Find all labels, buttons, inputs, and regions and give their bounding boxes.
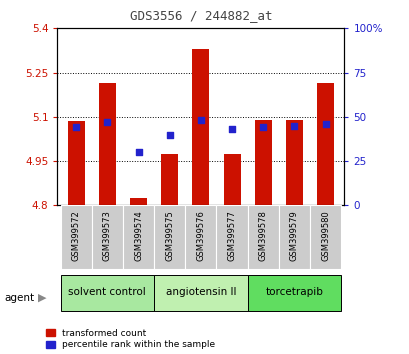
Bar [67,121,85,205]
Bar [247,205,278,269]
Bar [154,275,247,311]
Text: agent: agent [4,293,34,303]
Bar [154,205,185,269]
Bar [123,205,154,269]
Bar [99,83,116,205]
Text: solvent control: solvent control [68,287,146,297]
Text: ▶: ▶ [38,293,46,303]
Text: torcetrapib: torcetrapib [265,287,323,297]
Bar [185,205,216,269]
Point [166,132,173,137]
Point [197,118,204,123]
Bar [192,49,209,205]
Bar [61,205,92,269]
Text: GSM399573: GSM399573 [103,211,112,261]
Text: GSM399576: GSM399576 [196,211,205,261]
Text: GDS3556 / 244882_at: GDS3556 / 244882_at [129,9,272,22]
Text: GSM399575: GSM399575 [165,211,174,261]
Bar [61,275,154,311]
Bar [161,154,178,205]
Bar [309,205,340,269]
Bar [223,154,240,205]
Point [259,125,266,130]
Bar [92,205,123,269]
Point [104,119,110,125]
Text: GSM399574: GSM399574 [134,211,143,261]
Bar [216,205,247,269]
Text: GSM399580: GSM399580 [320,211,329,261]
Text: GSM399572: GSM399572 [72,211,81,261]
Point [228,126,235,132]
Bar [285,120,302,205]
Point [135,149,142,155]
Point [73,125,79,130]
Text: GSM399577: GSM399577 [227,211,236,261]
Text: GSM399579: GSM399579 [289,211,298,261]
Bar [278,205,309,269]
Text: angiotensin II: angiotensin II [165,287,236,297]
Bar [247,275,340,311]
Legend: transformed count, percentile rank within the sample: transformed count, percentile rank withi… [45,329,214,349]
Bar [316,83,333,205]
Bar [254,120,271,205]
Text: GSM399578: GSM399578 [258,211,267,261]
Bar [130,198,147,205]
Point [321,121,328,127]
Point [290,123,297,129]
